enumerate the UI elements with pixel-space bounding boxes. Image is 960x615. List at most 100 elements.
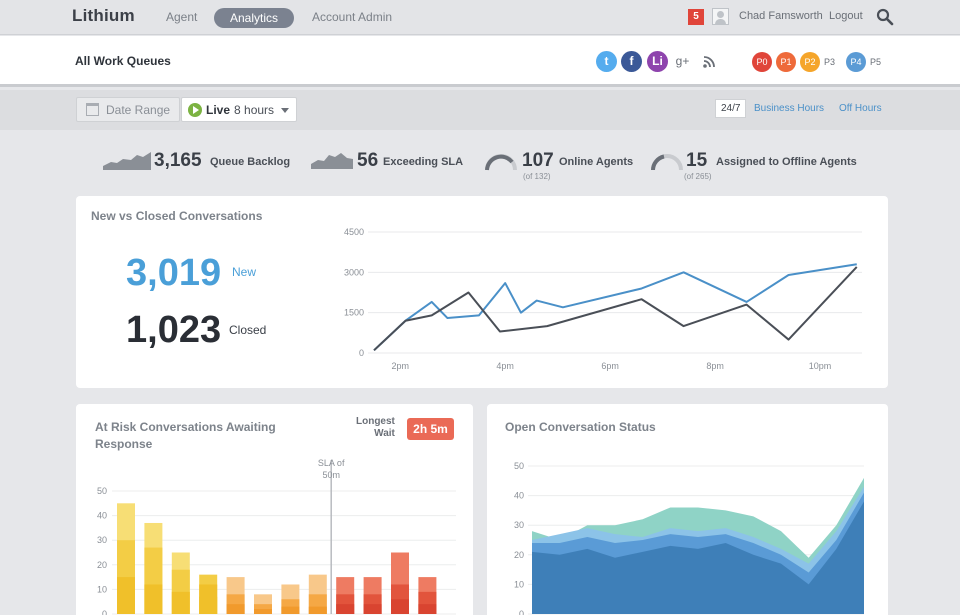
bar-segment-base <box>226 604 245 614</box>
user-avatar[interactable] <box>712 8 729 25</box>
nav-account-admin[interactable]: Account Admin <box>312 10 393 24</box>
rss-icon[interactable] <box>702 55 716 69</box>
open-status-area-chart: 0 10 20 30 40 50 <box>514 461 864 615</box>
longest-wait-line1: Longest <box>356 416 395 427</box>
new-vs-closed-line-chart: 0 1500 3000 4500 2pm 4pm 6pm 8pm 10pm <box>344 227 862 371</box>
queue-backlog-value: 3,165 <box>154 150 202 171</box>
bar-segment-base <box>391 599 409 614</box>
y-tick-label: 30 <box>97 535 107 545</box>
offline-agents-label: Assigned to Offline Agents <box>716 156 857 168</box>
area-layer <box>532 501 864 614</box>
y-tick-label: 10 <box>97 584 107 594</box>
at-risk-title-line2: Response <box>95 437 153 451</box>
x-tick-label: 6pm <box>601 361 619 371</box>
closed-label: Closed <box>229 323 267 337</box>
at-risk-title: At Risk Conversations Awaiting Response <box>95 419 276 453</box>
priority-p2[interactable]: P2 <box>800 52 820 72</box>
exceeding-sla-label: Exceeding SLA <box>383 156 464 168</box>
business-hours-link[interactable]: Business Hours <box>754 103 825 114</box>
bar-segment-base <box>199 596 218 614</box>
x-tick-label: 4pm <box>496 361 514 371</box>
longest-wait-badge: 2h 5m <box>407 418 454 440</box>
user-name[interactable]: Chad Famsworth <box>739 10 823 22</box>
y-tick-label: 20 <box>97 560 107 570</box>
offline-agents-value: 15 <box>686 150 708 171</box>
facebook-icon[interactable]: f <box>621 51 642 72</box>
open-status-title: Open Conversation Status <box>505 420 656 434</box>
bar-segment-base <box>144 584 163 614</box>
new-label: New <box>232 265 257 279</box>
y-tick-label: 20 <box>514 550 524 560</box>
closed-count: 1,023 <box>126 309 222 351</box>
closed-series-line <box>373 266 858 352</box>
online-agents-gauge-icon <box>485 154 517 171</box>
page-title: All Work Queues <box>75 54 171 68</box>
y-tick-label: 0 <box>359 348 364 358</box>
nav-analytics[interactable]: Analytics <box>214 8 295 28</box>
at-risk-title-line1: At Risk Conversations Awaiting <box>95 420 276 434</box>
search-icon[interactable] <box>876 8 894 26</box>
x-tick-label: 10pm <box>809 361 832 371</box>
calendar-icon <box>86 103 99 116</box>
date-range-button[interactable]: Date Range <box>76 97 180 122</box>
priority-p1[interactable]: P1 <box>776 52 796 72</box>
x-tick-label: 2pm <box>391 361 409 371</box>
y-tick-label: 4500 <box>344 227 364 237</box>
date-range-label: Date Range <box>106 103 171 117</box>
live-range-select[interactable]: Live 8 hours <box>181 97 297 122</box>
filter-bar: Date Range Live 8 hours 24/7 Business Hou… <box>0 90 960 130</box>
x-tick-label: 8pm <box>706 361 724 371</box>
chevron-down-icon <box>281 108 289 113</box>
off-hours-link[interactable]: Off Hours <box>839 103 882 114</box>
priority-p4[interactable]: P4 <box>846 52 866 72</box>
open-status-card: Open Conversation Status 0 10 20 30 40 50 <box>487 404 888 615</box>
bar-segment-base <box>363 604 382 614</box>
new-vs-closed-card: New vs Closed Conversations 3,019 New 1,… <box>76 196 888 388</box>
lithium-icon[interactable]: Li <box>647 51 668 72</box>
bar-segment-base <box>171 591 190 614</box>
y-tick-label: 50 <box>514 461 524 471</box>
hours-24-7-button[interactable]: 24/7 <box>715 99 747 118</box>
longest-wait-label: Longest Wait <box>356 416 395 440</box>
bar-segment-base <box>308 606 327 614</box>
bar-segment-base <box>254 609 272 614</box>
at-risk-bar-chart: 0 10 20 30 40 50 SLA of 50m <box>97 458 456 615</box>
online-agents-total: (of 132) <box>523 172 551 181</box>
live-label: Live <box>206 103 231 117</box>
bar-segment-base <box>336 604 355 614</box>
logout-link[interactable]: Logout <box>829 10 863 22</box>
online-agents-label: Online Agents <box>559 156 634 168</box>
y-tick-label: 10 <box>514 579 524 589</box>
y-tick-label: 0 <box>102 609 107 615</box>
live-value: 8 hours <box>234 103 275 117</box>
queue-backlog-label: Queue Backlog <box>210 156 291 168</box>
bar-segment-base <box>117 577 135 614</box>
priority-p3[interactable]: P3 <box>824 57 836 67</box>
priority-p5[interactable]: P5 <box>870 57 882 67</box>
offline-agents-total: (of 265) <box>684 172 712 181</box>
bar-segment-base <box>418 604 437 614</box>
longest-wait-line2: Wait <box>374 428 395 439</box>
play-icon <box>188 103 202 117</box>
google-plus-icon[interactable]: g+ <box>675 54 690 68</box>
exceeding-sla-sparkline-icon <box>311 153 353 169</box>
nav-agent[interactable]: Agent <box>166 10 198 24</box>
y-tick-label: 40 <box>97 511 107 521</box>
top-nav: Lithium Agent Analytics Account Admin 5 … <box>0 0 960 35</box>
lithium-logo[interactable]: Lithium <box>72 6 135 25</box>
notification-badge[interactable]: 5 <box>688 9 704 25</box>
y-tick-label: 40 <box>514 491 524 501</box>
header-bar: All Work Queues t f Li g+ P0 P1 P2 P3 P4 P5 <box>0 36 960 87</box>
new-count: 3,019 <box>126 252 222 294</box>
sla-label-line1: SLA of <box>318 458 345 468</box>
new-series-line <box>373 263 857 352</box>
exceeding-sla-value: 56 <box>357 150 379 171</box>
y-tick-label: 30 <box>514 520 524 530</box>
priority-p0[interactable]: P0 <box>752 52 772 72</box>
y-tick-label: 1500 <box>344 308 364 318</box>
bar-segment-base <box>281 606 300 614</box>
twitter-icon[interactable]: t <box>596 51 617 72</box>
at-risk-card: At Risk Conversations Awaiting Response … <box>76 404 473 615</box>
offline-agents-gauge-icon <box>651 154 683 171</box>
new-vs-closed-title: New vs Closed Conversations <box>91 209 263 223</box>
